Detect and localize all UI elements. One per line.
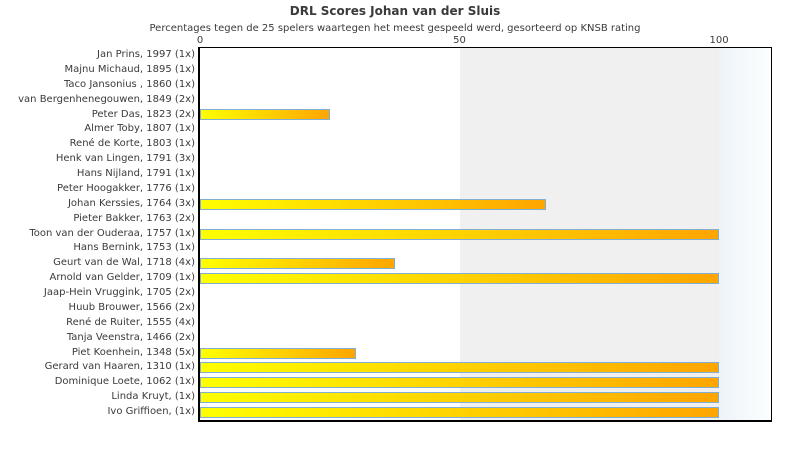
category-label: Geurt van de Wal, 1718 (4x) bbox=[53, 257, 195, 269]
x-tick-label: 100 bbox=[709, 35, 729, 46]
category-label: Jan Prins, 1997 (1x) bbox=[97, 49, 195, 60]
category-label: Toon van der Ouderaa, 1757 (1x) bbox=[29, 227, 195, 239]
bar bbox=[200, 273, 720, 285]
bar bbox=[200, 228, 720, 240]
category-label: Jaap-Hein Vruggink, 1705 (2x) bbox=[43, 287, 195, 299]
category-label: Dominique Loete, 1062 (1x) bbox=[54, 376, 195, 388]
category-label: Pieter Bakker, 1763 (2x) bbox=[73, 212, 195, 224]
plot-area bbox=[198, 47, 772, 422]
bar bbox=[200, 109, 330, 121]
category-label: Tanja Veenstra, 1466 (2x) bbox=[66, 331, 195, 343]
category-label: René de Korte, 1803 (1x) bbox=[69, 138, 195, 150]
category-label: René de Ruiter, 1555 (4x) bbox=[66, 316, 195, 328]
category-label: Piet Koenhein, 1348 (5x) bbox=[71, 346, 195, 358]
bar bbox=[200, 362, 720, 374]
category-label: Henk van Lingen, 1791 (3x) bbox=[55, 153, 195, 165]
chart-title: DRL Scores Johan van der Sluis bbox=[289, 4, 501, 18]
category-label: Linda Kruyt, (1x) bbox=[111, 391, 195, 403]
category-label: Peter Das, 1823 (2x) bbox=[91, 108, 195, 120]
bar bbox=[200, 347, 356, 359]
bar bbox=[200, 198, 547, 210]
bar bbox=[200, 407, 720, 419]
category-label: Johan Kerssies, 1764 (3x) bbox=[67, 197, 195, 209]
category-label: Taco Jansonius , 1860 (1x) bbox=[63, 78, 195, 90]
category-label: van Bergenhenegouwen, 1849 (2x) bbox=[18, 93, 195, 105]
category-label: Almer Toby, 1807 (1x) bbox=[84, 123, 195, 135]
bar bbox=[200, 377, 720, 389]
category-label: Arnold van Gelder, 1709 (1x) bbox=[49, 272, 195, 284]
category-labels: Jan Prins, 1997 (1x) Majnu Michaud, 1895 … bbox=[0, 48, 195, 420]
bar bbox=[200, 392, 720, 404]
x-tick-label: 50 bbox=[453, 35, 466, 46]
category-label: Peter Hoogakker, 1776 (1x) bbox=[57, 182, 195, 194]
category-label: Ivo Griffioen, (1x) bbox=[107, 406, 195, 418]
category-label: Majnu Michaud, 1895 (1x) bbox=[64, 63, 195, 75]
category-label: Gerard van Haaren, 1310 (1x) bbox=[44, 361, 195, 373]
plot-band-blue bbox=[719, 48, 771, 420]
x-tick-label: 0 bbox=[196, 35, 204, 46]
category-label: Huub Brouwer, 1566 (2x) bbox=[68, 301, 195, 313]
chart-subtitle: Percentages tegen de 25 spelers waartege… bbox=[149, 23, 641, 34]
bar bbox=[200, 258, 395, 270]
category-label: Hans Nijland, 1791 (1x) bbox=[76, 168, 195, 180]
category-label: Hans Bernink, 1753 (1x) bbox=[73, 242, 195, 254]
